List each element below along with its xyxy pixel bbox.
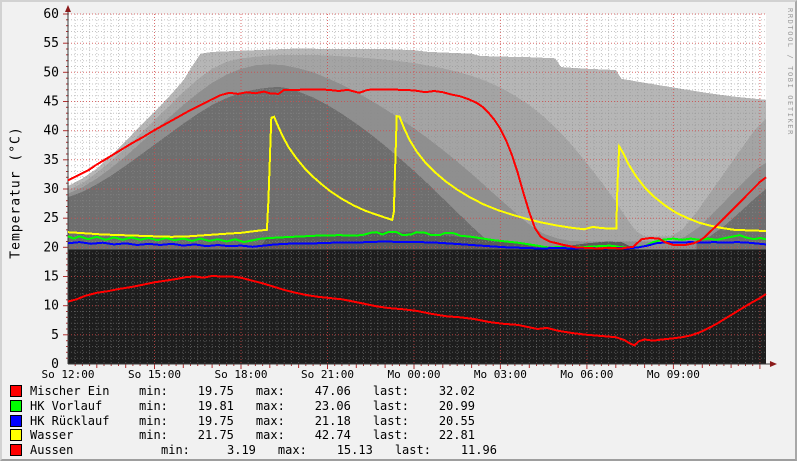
- legend-last-key: last:: [372, 384, 409, 399]
- legend-swatch-hk-ruecklauf: [10, 414, 22, 427]
- legend-label: HK Vorlauf: [30, 399, 103, 414]
- y-axis-title: Temperatur (°C): [8, 126, 24, 259]
- svg-text:20: 20: [43, 240, 59, 255]
- rrdtool-watermark: RRDTOOL / TOBI OETIKER: [786, 8, 794, 136]
- legend-last-key: last:: [394, 443, 431, 458]
- legend-max-value: 21.18: [314, 413, 351, 428]
- legend-label: Aussen: [30, 443, 74, 458]
- legend-last-key: last:: [372, 428, 409, 443]
- legend-min-value: 19.75: [197, 413, 234, 428]
- svg-text:So 15:00: So 15:00: [128, 368, 181, 381]
- legend-max-key: max:: [255, 384, 285, 399]
- svg-text:5: 5: [51, 328, 59, 343]
- svg-text:45: 45: [43, 95, 59, 110]
- legend-min-value: 19.81: [197, 399, 234, 414]
- svg-text:0: 0: [51, 357, 59, 372]
- legend-max-value: 15.13: [336, 443, 373, 458]
- y-axis-arrow: [65, 5, 71, 12]
- legend-row-mischer-ein: Mischer Ein min: 19.75 max: 47.06 last: …: [10, 384, 790, 399]
- legend-swatch-wasser: [10, 429, 22, 442]
- legend-min-key: min:: [139, 413, 168, 428]
- grid-major: [68, 13, 766, 364]
- legend-min-value: 19.75: [197, 384, 234, 399]
- legend-last-value: 32.02: [438, 384, 475, 399]
- series-wasser-line: [67, 114, 767, 238]
- legend-min-key: min:: [161, 443, 190, 458]
- svg-text:60: 60: [43, 7, 59, 22]
- series-lines: [67, 88, 767, 347]
- x-axis-arrow: [769, 361, 777, 367]
- legend-max-value: 23.06: [314, 399, 351, 414]
- legend-label: Mischer Ein: [30, 384, 110, 399]
- legend-row-hk-vorlauf: HK Vorlauf min: 19.81 max: 23.06 last: 2…: [10, 399, 790, 414]
- legend-last-value: 22.81: [438, 428, 475, 443]
- svg-text:40: 40: [43, 124, 59, 139]
- legend-label: Wasser: [30, 428, 74, 443]
- svg-text:So 18:00: So 18:00: [215, 368, 268, 381]
- series-aussen-line: [67, 274, 767, 347]
- svg-text:Mo 06:00: Mo 06:00: [560, 368, 613, 381]
- legend-row-wasser: Wasser min: 21.75 max: 42.74 last: 22.81: [10, 428, 790, 443]
- y-tick-labels: 0 5 10 15 20 25 30 35 40 45 50 55 60: [43, 7, 59, 372]
- legend-min-value: 3.19: [227, 443, 256, 458]
- legend-min-key: min:: [139, 384, 168, 399]
- legend-swatch-aussen: [10, 444, 22, 457]
- legend-max-value: 47.06: [314, 384, 351, 399]
- svg-text:25: 25: [43, 211, 59, 226]
- legend-last-key: last:: [372, 399, 409, 414]
- legend-max-key: max:: [277, 443, 307, 458]
- legend-max-value: 42.74: [314, 428, 351, 443]
- legend-swatch-hk-vorlauf: [10, 400, 22, 413]
- legend-max-key: max:: [255, 413, 285, 428]
- legend-min-key: min:: [139, 428, 168, 443]
- axes: [67, 10, 772, 365]
- legend-row-aussen: Aussen min: 3.19 max: 15.13 last: 11.96: [10, 443, 790, 458]
- svg-text:55: 55: [43, 36, 59, 51]
- svg-text:So 12:00: So 12:00: [42, 368, 95, 381]
- legend-last-value: 20.99: [438, 399, 475, 414]
- svg-text:So 21:00: So 21:00: [301, 368, 354, 381]
- svg-text:10: 10: [43, 299, 59, 314]
- legend-last-value: 11.96: [460, 443, 497, 458]
- legend-last-key: last:: [372, 413, 409, 428]
- svg-text:15: 15: [43, 270, 59, 285]
- legend-last-value: 20.55: [438, 413, 475, 428]
- legend-label: HK Rücklauf: [30, 413, 110, 428]
- legend-min-key: min:: [139, 399, 168, 414]
- legend-max-key: max:: [255, 428, 285, 443]
- legend-max-key: max:: [255, 399, 285, 414]
- svg-text:30: 30: [43, 182, 59, 197]
- chart-legend: Mischer Ein min: 19.75 max: 47.06 last: …: [10, 384, 790, 457]
- svg-text:35: 35: [43, 153, 59, 168]
- svg-text:Mo 03:00: Mo 03:00: [474, 368, 527, 381]
- svg-text:50: 50: [43, 65, 59, 80]
- svg-text:Mo 00:00: Mo 00:00: [388, 368, 441, 381]
- series-hk-ruecklauf-line: [67, 240, 767, 250]
- x-tick-labels: So 12:00 So 15:00 So 18:00 So 21:00 Mo 00:00…: [42, 368, 700, 381]
- series-mischer-ein-line: [67, 88, 767, 250]
- legend-row-hk-ruecklauf: HK Rücklauf min: 19.75 max: 21.18 last: …: [10, 413, 790, 428]
- legend-swatch-mischer-ein: [10, 385, 22, 398]
- svg-text:Mo 09:00: Mo 09:00: [647, 368, 700, 381]
- legend-min-value: 21.75: [197, 428, 234, 443]
